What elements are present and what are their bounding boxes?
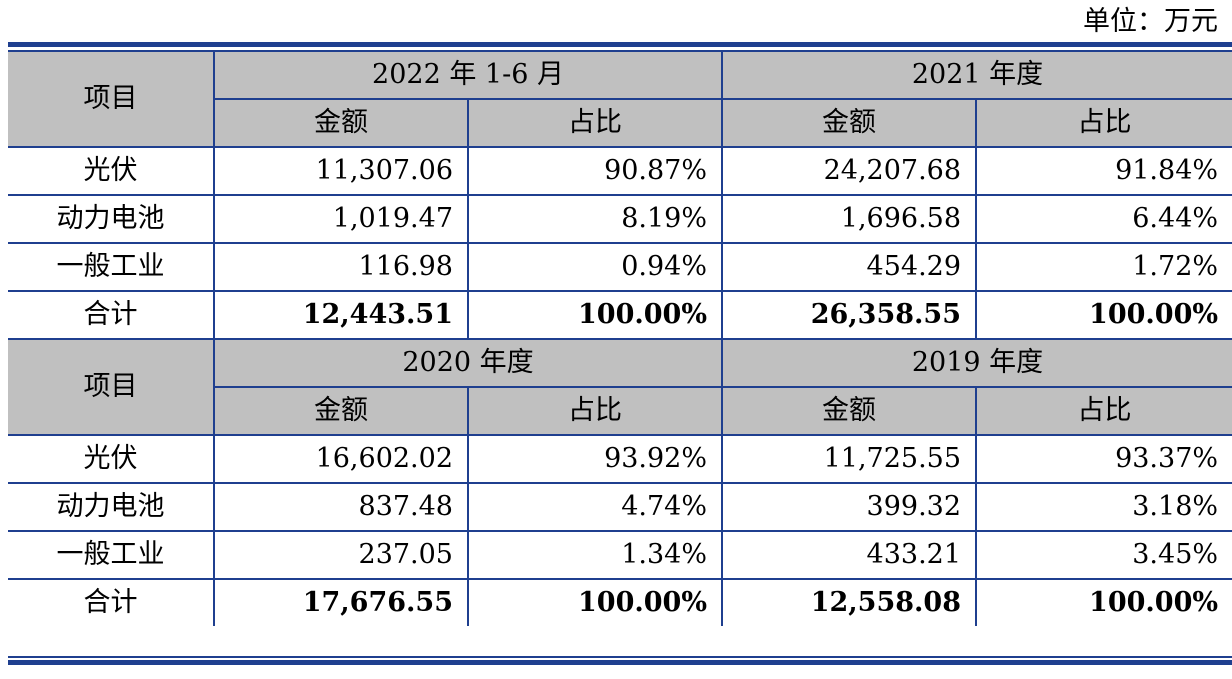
top-double-rule <box>8 42 1232 47</box>
ratio-cell: 1.72% <box>975 242 1232 292</box>
amount-cell: 24,207.68 <box>721 146 978 196</box>
total-row: 合计 17,676.55 100.00% 12,558.08 100.00% <box>8 578 1232 626</box>
ratio-cell: 93.37% <box>975 434 1232 484</box>
amount-cell: 116.98 <box>213 242 469 292</box>
amount-header: 金额 <box>721 98 978 148</box>
item-header: 项目 <box>8 338 215 436</box>
ratio-cell: 90.87% <box>466 146 724 196</box>
table-row: 光伏 16,602.02 93.92% 11,725.55 93.37% <box>8 434 1232 484</box>
ratio-cell: 8.19% <box>466 194 724 244</box>
ratio-cell: 3.45% <box>975 530 1232 580</box>
table-row: 动力电池 837.48 4.74% 399.32 3.18% <box>8 482 1232 532</box>
period-header-row: 项目 2020 年度 2019 年度 <box>8 338 1232 436</box>
row-label: 光伏 <box>8 434 215 484</box>
table-row: 光伏 11,307.06 90.87% 24,207.68 91.84% <box>8 146 1232 196</box>
ratio-header: 占比 <box>466 98 724 148</box>
amount-cell: 837.48 <box>213 482 469 532</box>
ratio-cell: 3.18% <box>975 482 1232 532</box>
ratio-cell: 100.00% <box>975 578 1232 626</box>
table-row: 一般工业 116.98 0.94% 454.29 1.72% <box>8 242 1232 292</box>
amount-cell: 1,696.58 <box>721 194 978 244</box>
period-header-row: 项目 2022 年 1-6 月 2021 年度 <box>8 52 1232 148</box>
revenue-breakdown-table: 项目 2022 年 1-6 月 2021 年度 金额 占比 金额 占比 光伏 1… <box>8 52 1232 626</box>
row-label: 一般工业 <box>8 242 215 292</box>
amount-cell: 12,558.08 <box>721 578 978 626</box>
amount-cell: 1,019.47 <box>213 194 469 244</box>
column-header-row: 金额 占比 金额 占比 <box>8 386 1232 436</box>
ratio-header: 占比 <box>466 386 724 436</box>
row-label: 合计 <box>8 290 215 340</box>
amount-cell: 399.32 <box>721 482 978 532</box>
amount-cell: 433.21 <box>721 530 978 580</box>
amount-cell: 11,725.55 <box>721 434 978 484</box>
top-double-rule-inner <box>8 50 1232 52</box>
ratio-cell: 100.00% <box>975 290 1232 340</box>
amount-cell: 12,443.51 <box>213 290 469 340</box>
row-label: 动力电池 <box>8 194 215 244</box>
period-header: 2021 年度 <box>721 52 1232 100</box>
bottom-double-rule <box>8 660 1232 665</box>
amount-header: 金额 <box>721 386 978 436</box>
column-header-row: 金额 占比 金额 占比 <box>8 98 1232 148</box>
amount-cell: 16,602.02 <box>213 434 469 484</box>
item-header: 项目 <box>8 52 215 148</box>
ratio-header: 占比 <box>975 386 1232 436</box>
amount-header: 金额 <box>213 98 469 148</box>
ratio-cell: 4.74% <box>466 482 724 532</box>
ratio-cell: 91.84% <box>975 146 1232 196</box>
period-header: 2019 年度 <box>721 338 1232 388</box>
period-header: 2022 年 1-6 月 <box>212 52 724 100</box>
bottom-double-rule-inner <box>8 656 1232 658</box>
ratio-cell: 100.00% <box>466 290 724 340</box>
ratio-cell: 93.92% <box>466 434 724 484</box>
total-row: 合计 12,443.51 100.00% 26,358.55 100.00% <box>8 290 1232 340</box>
amount-cell: 11,307.06 <box>213 146 469 196</box>
amount-cell: 26,358.55 <box>721 290 978 340</box>
amount-header: 金额 <box>213 386 469 436</box>
row-label: 动力电池 <box>8 482 215 532</box>
amount-cell: 454.29 <box>721 242 978 292</box>
ratio-cell: 0.94% <box>466 242 724 292</box>
ratio-header: 占比 <box>975 98 1232 148</box>
unit-label: 单位：万元 <box>1083 6 1218 37</box>
amount-cell: 17,676.55 <box>213 578 469 626</box>
amount-cell: 237.05 <box>213 530 469 580</box>
row-label: 合计 <box>8 578 215 626</box>
period-header: 2020 年度 <box>212 338 724 388</box>
ratio-cell: 100.00% <box>466 578 724 626</box>
table-row: 一般工业 237.05 1.34% 433.21 3.45% <box>8 530 1232 580</box>
ratio-cell: 6.44% <box>975 194 1232 244</box>
table-row: 动力电池 1,019.47 8.19% 1,696.58 6.44% <box>8 194 1232 244</box>
row-label: 一般工业 <box>8 530 215 580</box>
row-label: 光伏 <box>8 146 215 196</box>
ratio-cell: 1.34% <box>466 530 724 580</box>
